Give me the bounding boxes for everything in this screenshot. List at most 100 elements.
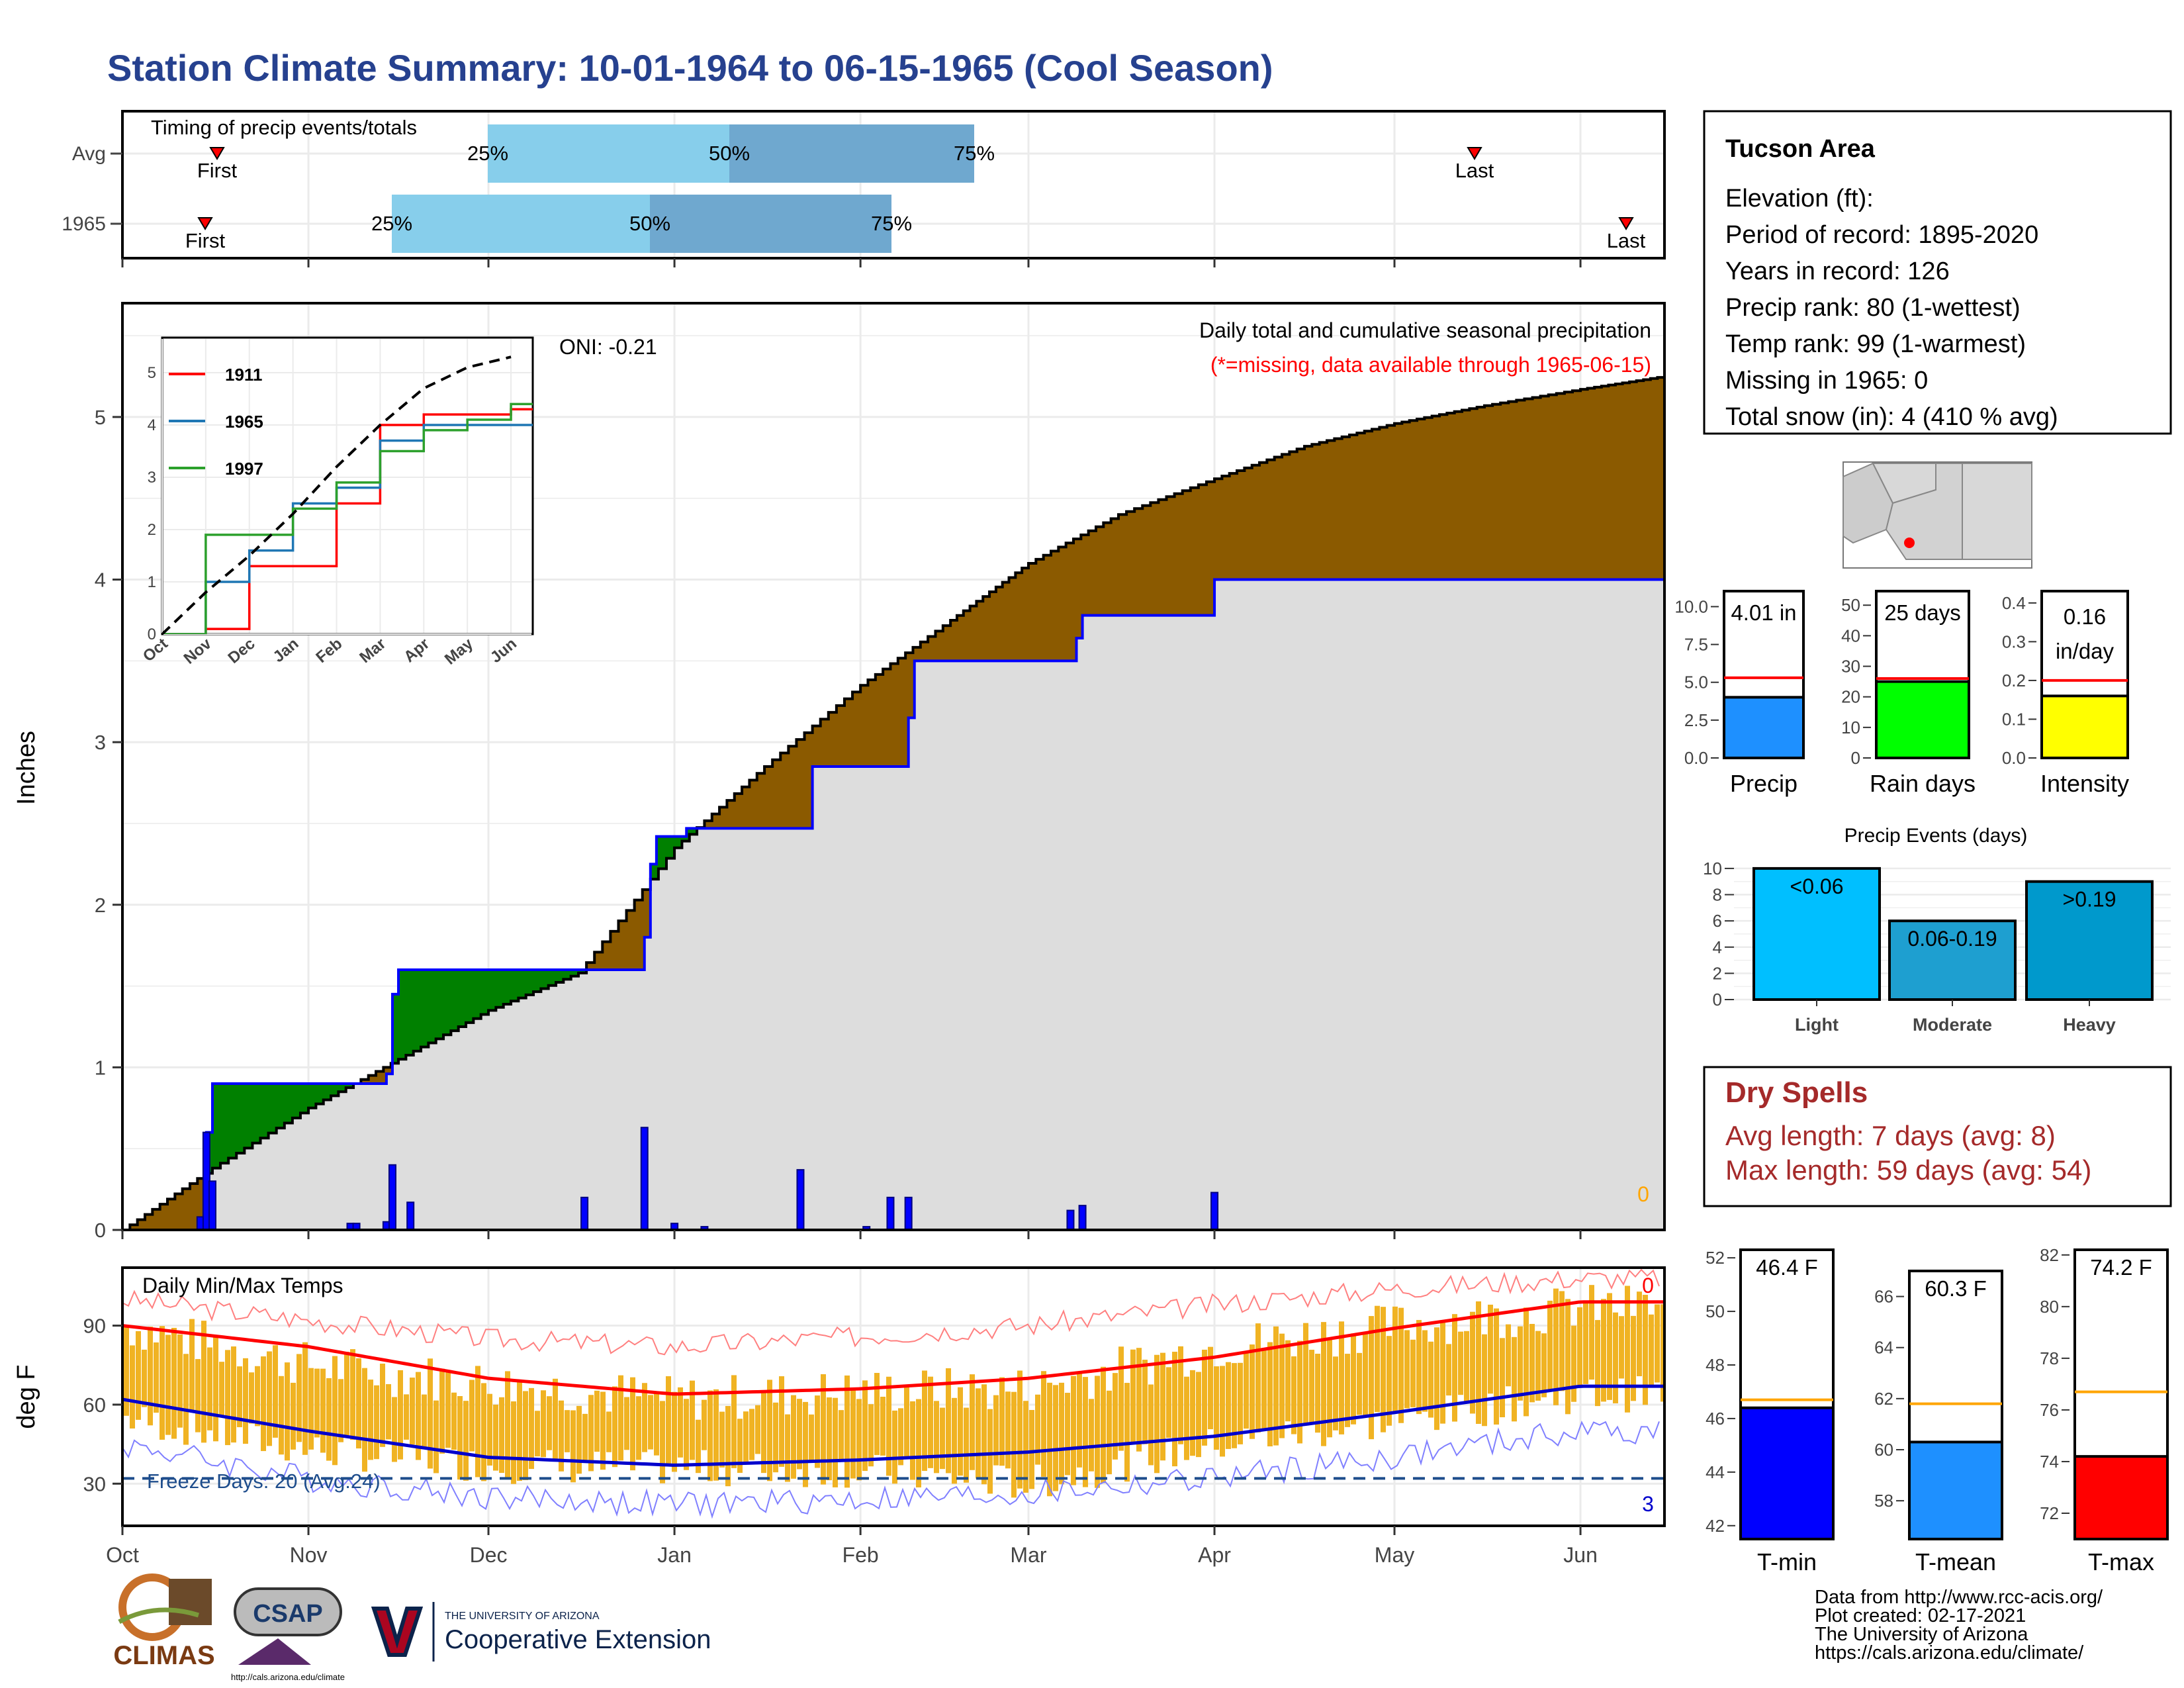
- ua-logo: THE UNIVERSITY OF ARIZONA Cooperative Ex…: [371, 1602, 711, 1662]
- daily-temp-bar: [457, 1396, 463, 1480]
- daily-temp-bar: [1136, 1348, 1142, 1452]
- daily-temp-bar: [928, 1376, 933, 1468]
- daily-temp-bar: [225, 1350, 230, 1446]
- daily-temp-bar: [1655, 1304, 1660, 1383]
- daily-temp-bar: [1369, 1316, 1374, 1440]
- daily-temp-bar: [576, 1405, 582, 1474]
- daily-temp-bar: [183, 1354, 189, 1445]
- summary-bar-y-tick-label: 7.5: [1684, 635, 1708, 655]
- daily-temp-bar: [511, 1401, 516, 1484]
- daily-temp-bar: [1154, 1354, 1160, 1474]
- temp-summary-bar-t-max: [2073, 1455, 2169, 1540]
- temp-x-tick-label: Jun: [1563, 1543, 1598, 1567]
- record-max-line: [122, 1268, 1660, 1356]
- temp-summary-y-tick-label: 64: [1874, 1338, 1893, 1358]
- above-average-area: [207, 828, 697, 1174]
- daily-temp-bar: [428, 1358, 433, 1469]
- daily-temp-bar: [725, 1405, 731, 1487]
- daily-temp-bar: [1410, 1339, 1416, 1407]
- daily-temp-bar: [1488, 1304, 1493, 1394]
- daily-temp-bar: [892, 1410, 897, 1484]
- summary-bar-value: 4.01 in: [1731, 600, 1796, 625]
- daily-temp-bar: [559, 1400, 564, 1472]
- temp-summary-y-tick-label: 74: [2040, 1452, 2059, 1472]
- daily-temp-bar: [1541, 1333, 1547, 1397]
- timing-avg-q25-q50-bar: [488, 124, 729, 183]
- timing-1965-first-marker: [197, 217, 213, 230]
- daily-temp-bar: [1083, 1377, 1088, 1487]
- summary-bar-y-tick-label: 0.3: [2002, 632, 2026, 651]
- daily-precip-bar: [580, 1196, 589, 1230]
- temp-x-tick-label: Oct: [106, 1543, 139, 1567]
- daily-precip-bar: [388, 1164, 396, 1230]
- temp-summary-bar-t-min: [1739, 1406, 1835, 1540]
- timing-1965-q25: 25%: [371, 212, 412, 235]
- temp-y-axis-label: deg F: [13, 1364, 40, 1429]
- summary-bar-value: 0.16: [2064, 604, 2106, 629]
- inset-y-tick-label: 5: [148, 364, 156, 382]
- daily-temp-bar: [386, 1383, 391, 1440]
- credit-url: https://cals.arizona.edu/climate/: [1815, 1642, 2084, 1664]
- inset-legend: 1911 1965 1997: [169, 365, 263, 479]
- daily-temp-bar: [404, 1394, 409, 1440]
- inset-series: [162, 355, 533, 634]
- temp-summary-y-tick-label: 44: [1706, 1462, 1725, 1482]
- summary-bar-y-tick-label: 0.1: [2002, 709, 2026, 729]
- daily-temp-bar: [648, 1395, 653, 1450]
- daily-temp-bar: [1196, 1372, 1201, 1458]
- daily-temp-bar: [1202, 1349, 1207, 1446]
- daily-precip-bar: [1066, 1209, 1075, 1230]
- summary-bar-intensity: [2040, 694, 2129, 759]
- csap-logo-cloud: [234, 1587, 342, 1636]
- daily-temp-bars: [124, 1285, 1664, 1498]
- station-name: Tucson Area: [1725, 135, 1876, 163]
- daily-temp-bar: [1333, 1356, 1338, 1430]
- daily-temp-bar: [940, 1407, 945, 1470]
- precip-events-y-tick-label: 0: [1713, 990, 1722, 1009]
- inset-legend-1911: 1911: [225, 365, 262, 385]
- daily-temp-bar: [880, 1397, 886, 1456]
- temp-y-tick-label: 90: [83, 1315, 106, 1338]
- daily-temp-bar: [1565, 1299, 1570, 1415]
- precip-y-tick-label: 3: [95, 731, 106, 754]
- avg-max-line: [122, 1300, 1663, 1396]
- inset-series-1911: [162, 408, 533, 634]
- temp-y-tick-label: 60: [83, 1393, 106, 1417]
- temp-summary-y-tick-label: 42: [1706, 1516, 1725, 1536]
- daily-temp-bar: [999, 1377, 1005, 1466]
- daily-temp-bar: [165, 1335, 171, 1435]
- daily-precip-bar: [640, 1127, 649, 1230]
- year-cumulative-line: [122, 578, 1664, 1230]
- daily-temp-bar: [1142, 1360, 1148, 1444]
- csap-logo-url: http://cals.arizona.edu/climate: [231, 1672, 345, 1682]
- daily-temp-bar: [958, 1387, 963, 1476]
- station-snow: Total snow (in): 4 (410 % avg): [1725, 403, 2058, 431]
- daily-temp-bar: [600, 1391, 606, 1470]
- precip-events-bar-label: Heavy: [2063, 1015, 2116, 1035]
- ua-logo-a: [371, 1607, 424, 1657]
- temp-summary-label: T-mean: [1915, 1548, 1996, 1575]
- station-temp-rank: Temp rank: 99 (1-warmest): [1725, 330, 2026, 358]
- daily-temp-bar: [696, 1419, 701, 1474]
- daily-temp-bar: [1184, 1376, 1189, 1460]
- daily-temp-bar: [1583, 1303, 1588, 1384]
- daily-temp-bar: [737, 1419, 743, 1473]
- precip-events-bar-heavy: [2025, 880, 2154, 1001]
- daily-precip-bar: [406, 1201, 415, 1230]
- daily-temp-bar: [261, 1356, 266, 1452]
- timing-1965-q25-q50-bar: [392, 195, 650, 253]
- temp-x-tick-label: Feb: [842, 1543, 879, 1567]
- timing-avg-last-marker: [1467, 147, 1482, 160]
- temp-panel-title: Daily Min/Max Temps: [142, 1274, 343, 1297]
- daily-temp-bar: [1267, 1342, 1273, 1446]
- daily-temp-bar: [219, 1362, 224, 1417]
- daily-temp-bar: [910, 1401, 915, 1480]
- precip-events-y-tick-label: 8: [1713, 885, 1722, 905]
- csap-logo: CSAP http://cals.arizona.edu/climate: [231, 1587, 345, 1682]
- temp-summary-value: 46.4 F: [1756, 1255, 1818, 1280]
- temp-summary-y-tick-label: 80: [2040, 1297, 2059, 1317]
- csap-logo-text: CSAP: [253, 1600, 323, 1628]
- daily-temp-bar: [1285, 1340, 1291, 1422]
- daily-temp-bar: [302, 1342, 308, 1455]
